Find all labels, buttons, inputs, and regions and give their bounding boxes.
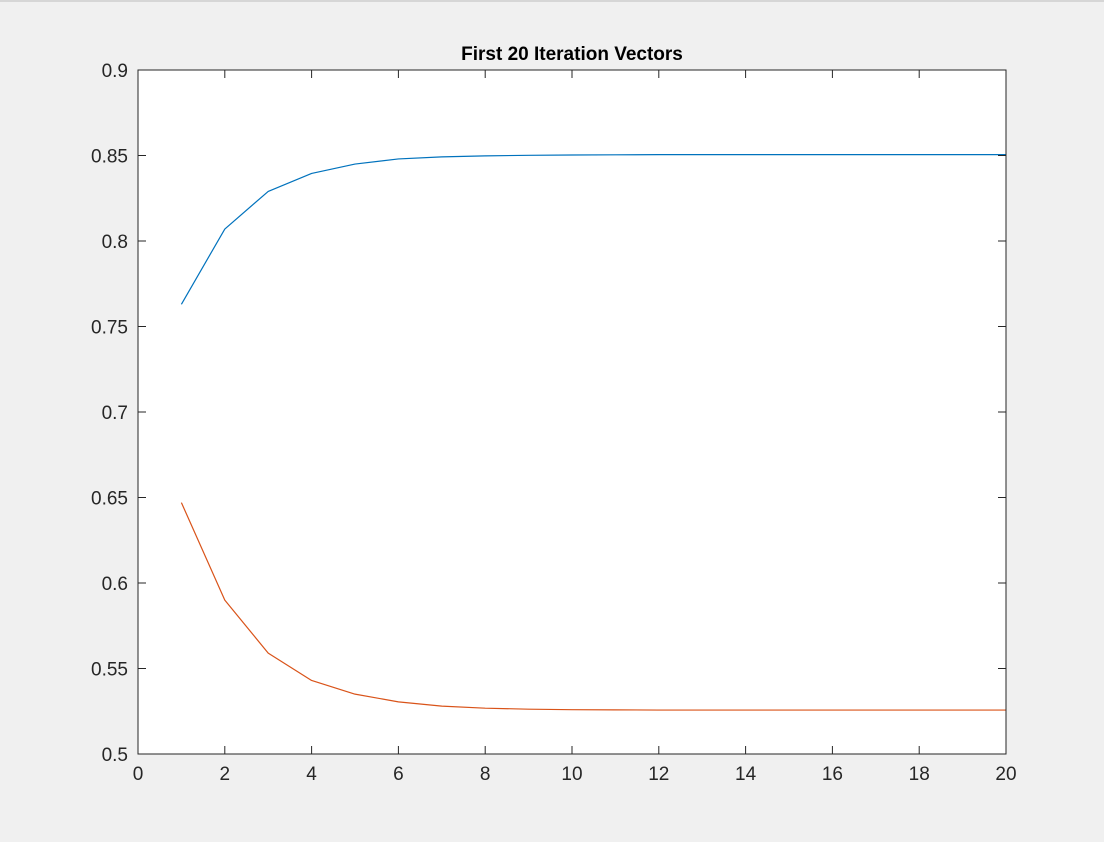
y-tick-label: 0.85 [91, 147, 128, 168]
x-tick-label: 2 [220, 764, 231, 785]
y-tick-label: 0.7 [102, 403, 128, 424]
x-tick-label: 20 [995, 764, 1016, 785]
axes-box [137, 69, 1007, 755]
x-tick-label: 16 [822, 764, 843, 785]
series-line-1 [180, 154, 1006, 305]
x-tick-label: 18 [909, 764, 930, 785]
window-top-border [0, 0, 1104, 2]
y-tick-label: 0.55 [91, 660, 128, 681]
x-tick-label: 14 [735, 764, 757, 785]
x-tick-label: 12 [648, 764, 669, 785]
series-layer [180, 154, 1006, 711]
chart-title: First 20 Iteration Vectors [461, 44, 683, 65]
x-tick-label: 6 [393, 764, 404, 785]
y-tick-label: 0.9 [102, 61, 128, 82]
y-tick-label: 0.6 [102, 574, 128, 595]
y-tick-label: 0.65 [91, 489, 128, 510]
y-tick-label: 0.75 [91, 318, 128, 339]
x-tick-label: 4 [306, 764, 317, 785]
x-tick-label: 10 [561, 764, 582, 785]
y-tick-label: 0.8 [102, 232, 128, 253]
tick-layer: 0 2 4 6 8 10 12 14 16 18 20 0.5 0.55 0.6 0.65 0.7 0.75 0.… [91, 61, 1017, 785]
x-tick-label: 8 [480, 764, 491, 785]
x-tick-label: 0 [133, 764, 144, 785]
y-tick-label: 0.5 [102, 745, 128, 766]
axes-background [138, 70, 1006, 754]
series-line-2 [180, 502, 1006, 711]
